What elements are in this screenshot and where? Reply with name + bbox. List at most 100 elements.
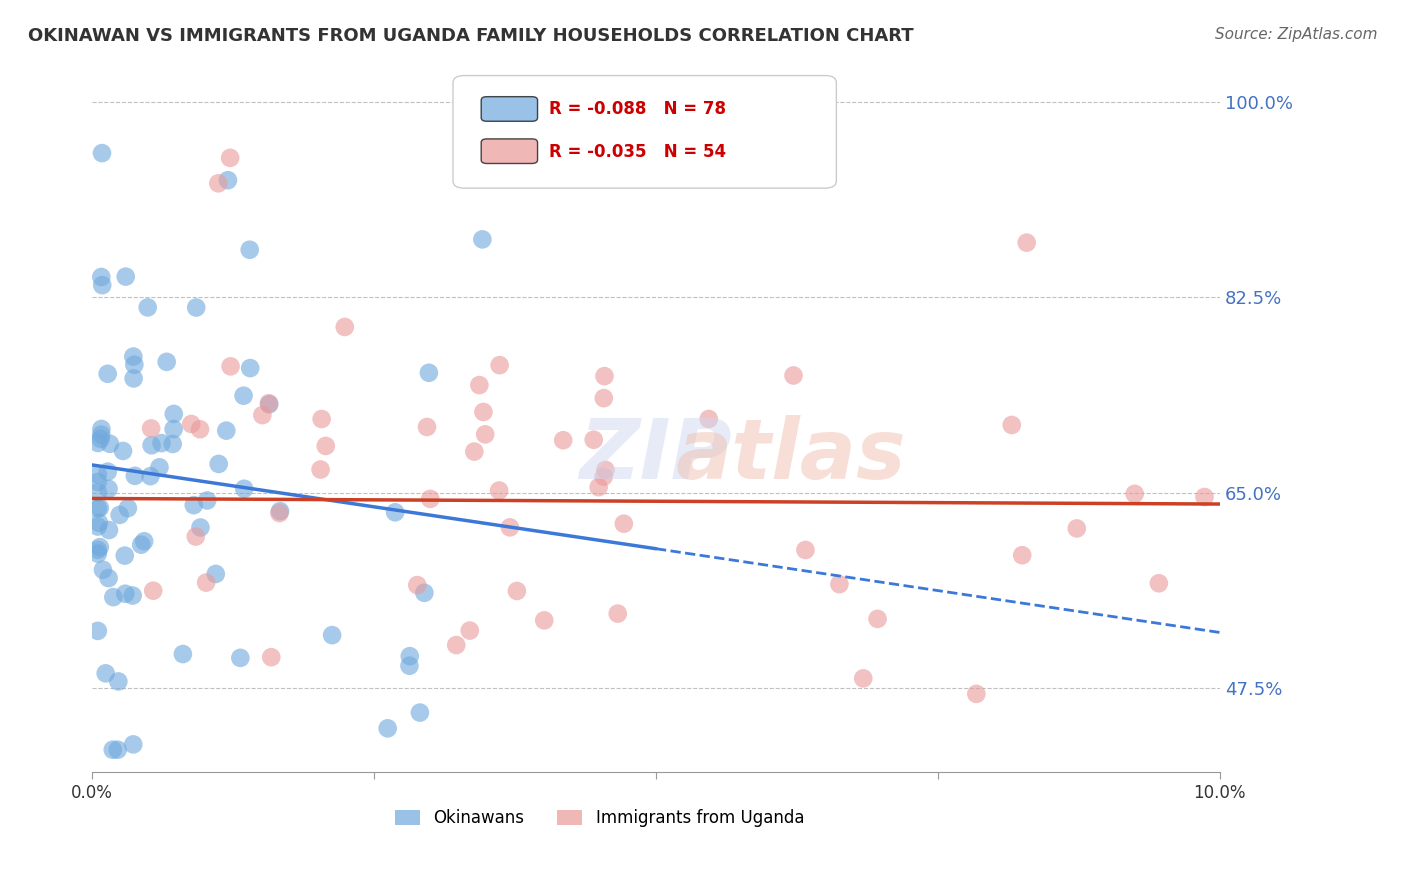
Text: ZIP: ZIP	[579, 415, 733, 496]
Point	[471, 232, 494, 246]
Point	[186, 301, 208, 315]
Point	[852, 672, 875, 686]
Point	[172, 647, 194, 661]
Point	[87, 485, 110, 500]
Point	[1194, 490, 1216, 504]
Point	[782, 368, 804, 383]
Point	[91, 278, 114, 293]
Point	[139, 421, 162, 435]
Point	[506, 584, 529, 599]
Point	[582, 433, 605, 447]
Point	[613, 516, 636, 531]
Point	[107, 742, 129, 756]
Point	[606, 607, 628, 621]
Point	[195, 493, 218, 508]
Point	[239, 243, 262, 257]
Point	[269, 506, 291, 520]
Point	[233, 482, 256, 496]
Point	[90, 432, 112, 446]
Point	[114, 549, 136, 563]
Point	[87, 547, 110, 561]
Point	[204, 566, 226, 581]
Point	[1147, 576, 1170, 591]
Point	[965, 687, 987, 701]
Point	[114, 269, 136, 284]
Point	[472, 405, 495, 419]
Point	[111, 444, 134, 458]
Point	[533, 613, 555, 627]
Point	[124, 468, 146, 483]
Point	[136, 301, 159, 315]
Point	[458, 624, 481, 638]
Point	[257, 397, 280, 411]
Point	[252, 408, 274, 422]
Point	[219, 151, 242, 165]
Point	[215, 424, 238, 438]
Point	[207, 177, 229, 191]
Text: OKINAWAN VS IMMIGRANTS FROM UGANDA FAMILY HOUSEHOLDS CORRELATION CHART: OKINAWAN VS IMMIGRANTS FROM UGANDA FAMIL…	[28, 27, 914, 45]
Point	[488, 483, 510, 498]
Point	[1123, 487, 1146, 501]
Point	[87, 542, 110, 557]
Point	[406, 578, 429, 592]
Point	[89, 540, 111, 554]
Point	[183, 498, 205, 512]
Point	[148, 460, 170, 475]
Point	[1015, 235, 1038, 250]
Point	[315, 439, 337, 453]
Point	[208, 457, 231, 471]
Point	[377, 722, 399, 736]
FancyBboxPatch shape	[481, 139, 537, 163]
Point	[416, 420, 439, 434]
Point	[828, 577, 851, 591]
Point	[117, 501, 139, 516]
Point	[593, 369, 616, 384]
Point	[107, 674, 129, 689]
Point	[398, 658, 420, 673]
Point	[91, 563, 114, 577]
Point	[794, 543, 817, 558]
Point	[90, 270, 112, 285]
Point	[94, 666, 117, 681]
Point	[87, 467, 110, 482]
Point	[87, 624, 110, 638]
Point	[97, 571, 120, 585]
Point	[446, 638, 468, 652]
Point	[260, 650, 283, 665]
Point	[195, 575, 218, 590]
Point	[269, 504, 291, 518]
Point	[114, 587, 136, 601]
Point	[121, 589, 143, 603]
Point	[1011, 548, 1033, 562]
Point	[398, 649, 420, 664]
Point	[87, 475, 110, 489]
Point	[124, 358, 146, 372]
Point	[463, 444, 485, 458]
Point	[190, 520, 212, 534]
Point	[413, 586, 436, 600]
Point	[409, 706, 432, 720]
Point	[468, 378, 491, 392]
Point	[488, 358, 510, 372]
Point	[592, 391, 614, 405]
Point	[184, 530, 207, 544]
Point	[418, 366, 440, 380]
Point	[89, 500, 111, 515]
Point	[97, 482, 120, 496]
Point	[122, 350, 145, 364]
Point	[101, 742, 124, 756]
Point	[97, 367, 120, 381]
Point	[139, 469, 162, 483]
Point	[134, 534, 156, 549]
Point	[87, 501, 110, 516]
Text: atlas: atlas	[676, 415, 907, 496]
Point	[156, 355, 179, 369]
Text: Source: ZipAtlas.com: Source: ZipAtlas.com	[1215, 27, 1378, 42]
Point	[697, 412, 720, 426]
Point	[592, 469, 614, 483]
Text: R = -0.088   N = 78: R = -0.088 N = 78	[548, 100, 725, 119]
Point	[419, 491, 441, 506]
Point	[232, 389, 254, 403]
Point	[163, 407, 186, 421]
Point	[188, 422, 211, 436]
